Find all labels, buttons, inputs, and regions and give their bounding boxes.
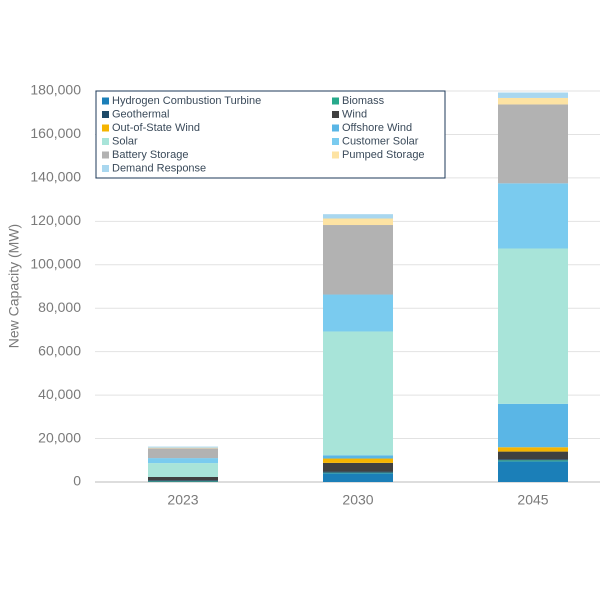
legend-swatch bbox=[332, 124, 339, 132]
bar-segment bbox=[323, 294, 393, 332]
bar-segment bbox=[498, 460, 568, 462]
legend-label: Out-of-State Wind bbox=[112, 122, 200, 134]
y-tick-label: 160,000 bbox=[30, 125, 81, 141]
y-tick-label: 0 bbox=[73, 473, 81, 489]
bar-segment bbox=[148, 458, 218, 464]
x-tick-label: 2023 bbox=[167, 492, 198, 508]
y-tick-label: 80,000 bbox=[38, 299, 81, 315]
legend-label: Biomass bbox=[342, 95, 385, 107]
y-tick-label: 40,000 bbox=[38, 386, 81, 402]
legend-swatch bbox=[332, 138, 339, 145]
legend-label: Solar bbox=[112, 135, 138, 147]
legend-swatch bbox=[102, 97, 109, 105]
legend-label: Wind bbox=[342, 108, 367, 120]
legend-swatch bbox=[332, 97, 339, 105]
y-tick-label: 120,000 bbox=[30, 212, 81, 228]
legend-label: Battery Storage bbox=[112, 149, 188, 161]
y-tick-label: 20,000 bbox=[38, 429, 81, 445]
legend-swatch bbox=[102, 138, 109, 145]
legend-label: Customer Solar bbox=[342, 135, 419, 147]
y-tick-label: 100,000 bbox=[30, 255, 81, 271]
bar-segment bbox=[148, 463, 218, 478]
legend-swatch bbox=[332, 111, 339, 118]
legend-label: Hydrogen Combustion Turbine bbox=[112, 95, 261, 107]
bar-segment bbox=[498, 92, 568, 98]
bar-segment bbox=[323, 473, 393, 482]
legend-label: Geothermal bbox=[112, 108, 169, 120]
bar-segment bbox=[148, 448, 218, 459]
bar-segment bbox=[148, 446, 218, 448]
bar-segment bbox=[498, 97, 568, 105]
legend-swatch bbox=[102, 111, 109, 118]
legend-swatch bbox=[102, 165, 109, 172]
bar-segment bbox=[323, 218, 393, 226]
legend-swatch bbox=[102, 124, 109, 132]
bar-segment bbox=[498, 183, 568, 249]
x-tick-label: 2030 bbox=[342, 492, 373, 508]
bar-segment bbox=[498, 447, 568, 452]
bar-segment bbox=[323, 472, 393, 474]
y-tick-label: 180,000 bbox=[30, 82, 81, 98]
bar-segment bbox=[148, 447, 218, 449]
y-tick-label: 140,000 bbox=[30, 169, 81, 185]
bar-segment bbox=[498, 451, 568, 460]
bar-segment bbox=[323, 214, 393, 219]
legend-label: Pumped Storage bbox=[342, 149, 425, 161]
bar-segment bbox=[323, 471, 393, 473]
x-tick-label: 2045 bbox=[517, 492, 548, 508]
bar-segment bbox=[498, 403, 568, 448]
bar-segment bbox=[323, 331, 393, 456]
bar-segment bbox=[323, 462, 393, 472]
bar-segment bbox=[323, 458, 393, 463]
bar-segment bbox=[498, 248, 568, 404]
bar-segment bbox=[148, 477, 218, 481]
legend-swatch bbox=[332, 151, 339, 159]
y-axis-label: New Capacity (MW) bbox=[6, 224, 22, 348]
bar-segment bbox=[148, 480, 218, 482]
bar-segment bbox=[498, 459, 568, 461]
y-tick-label: 60,000 bbox=[38, 342, 81, 358]
legend-label: Demand Response bbox=[112, 162, 206, 174]
legend-swatch bbox=[102, 151, 109, 159]
bar-segment bbox=[323, 455, 393, 459]
bar-segment bbox=[148, 481, 218, 482]
bar-segment bbox=[498, 461, 568, 482]
legend-box bbox=[95, 90, 446, 179]
bar-segment bbox=[323, 225, 393, 295]
bar-segment bbox=[498, 104, 568, 184]
legend-label: Offshore Wind bbox=[342, 122, 412, 134]
